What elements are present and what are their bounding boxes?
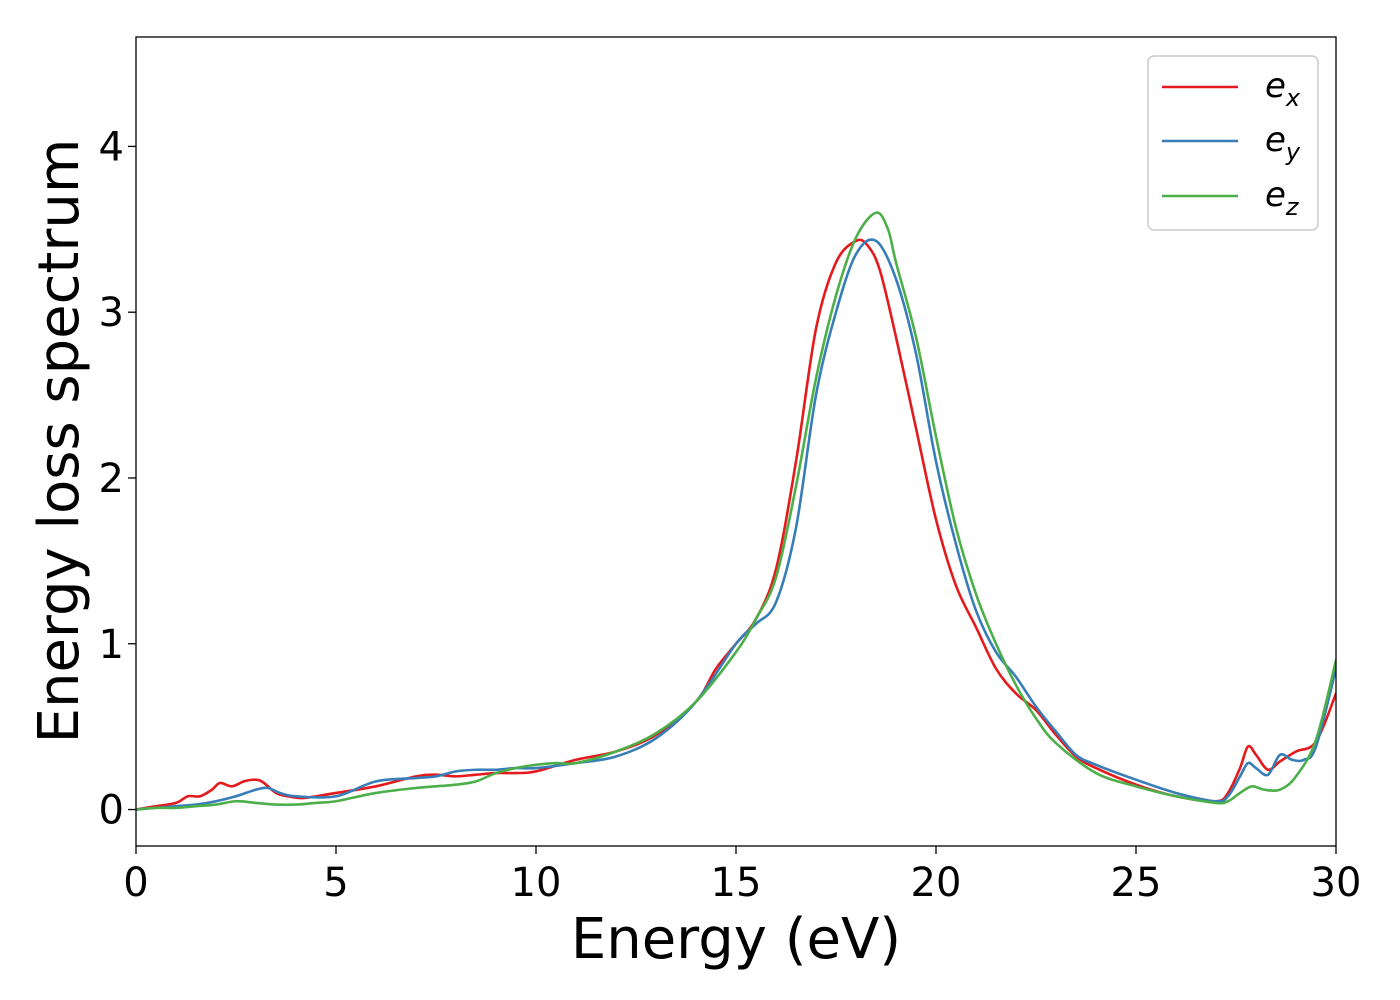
legend-symbol: e <box>1265 175 1286 215</box>
y-axis-label: Energy loss spectrum <box>27 139 92 744</box>
legend-box <box>1147 55 1319 231</box>
y-tick-label: 1 <box>99 622 124 668</box>
x-tick-label: 15 <box>711 860 762 906</box>
legend-label-ez: ez <box>1265 175 1300 221</box>
x-tick-label: 20 <box>911 860 962 906</box>
legend-subscript: z <box>1285 193 1300 221</box>
y-tick-label: 0 <box>99 788 124 834</box>
x-tick-label: 0 <box>123 860 148 906</box>
y-tick-label: 4 <box>99 124 124 170</box>
legend-symbol: e <box>1265 120 1286 160</box>
y-tick-label: 2 <box>99 456 124 502</box>
legend-subscript: y <box>1285 138 1301 166</box>
legend-symbol: e <box>1265 66 1286 106</box>
x-axis: 0 5 10 15 20 25 30 <box>123 846 1361 906</box>
y-tick-label: 3 <box>99 290 124 336</box>
x-tick-label: 10 <box>511 860 562 906</box>
y-axis: 0 1 2 3 4 <box>99 124 136 834</box>
x-tick-label: 30 <box>1311 860 1362 906</box>
x-axis-label: Energy (eV) <box>571 907 901 972</box>
legend-label-ey: ey <box>1265 120 1301 166</box>
series-layer <box>136 211 1336 811</box>
x-tick-label: 5 <box>323 860 348 906</box>
series-line-ey <box>136 238 1336 811</box>
legend-subscript: x <box>1285 84 1301 112</box>
x-tick-label: 25 <box>1111 860 1162 906</box>
legend-label-ex: ex <box>1265 66 1301 112</box>
series-line-ez <box>136 211 1336 811</box>
